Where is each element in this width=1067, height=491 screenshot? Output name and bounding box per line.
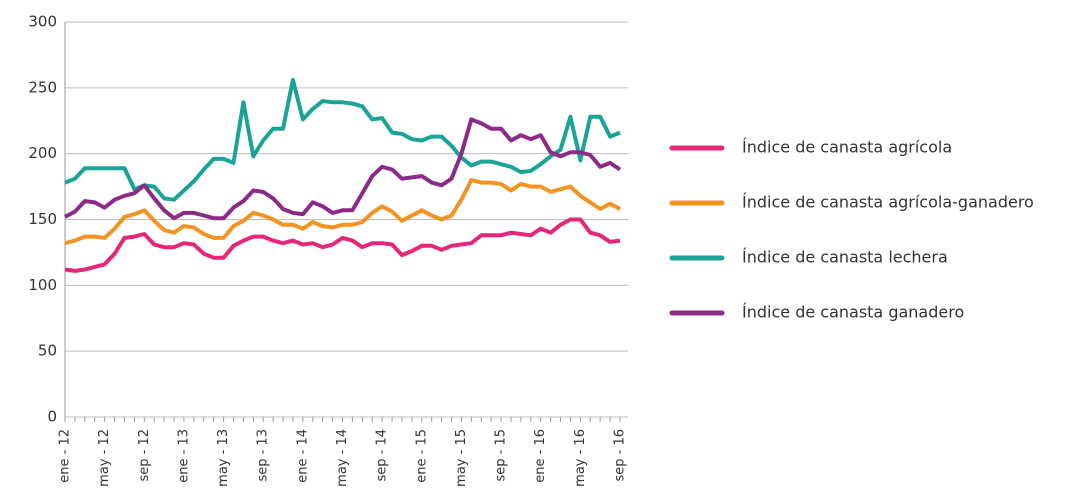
y-tick-label: 150 bbox=[28, 210, 57, 228]
x-tick-label: may - 12 bbox=[97, 429, 112, 487]
y-tick-label: 250 bbox=[28, 78, 57, 96]
series-line bbox=[64, 77, 621, 202]
series-line bbox=[64, 178, 621, 246]
series-line bbox=[64, 217, 621, 273]
x-tick-label: sep - 13 bbox=[256, 429, 271, 482]
x-tick-label: sep - 16 bbox=[613, 429, 628, 482]
x-tick-label: sep - 12 bbox=[137, 429, 152, 482]
legend-label: Índice de canasta ganadero bbox=[742, 303, 964, 322]
x-tick-label: sep - 15 bbox=[494, 429, 509, 482]
x-tick-label: may - 14 bbox=[335, 429, 350, 487]
y-tick-label: 50 bbox=[38, 342, 57, 360]
x-tick-label: ene - 15 bbox=[414, 429, 429, 483]
legend-label: Índice de canasta lechera bbox=[742, 248, 948, 267]
legend-label: Índice de canasta agrícola bbox=[742, 138, 952, 157]
y-tick-label: 100 bbox=[28, 276, 57, 294]
series-line bbox=[64, 117, 622, 221]
y-tick-label: 200 bbox=[28, 144, 57, 162]
x-tick-label: sep - 14 bbox=[375, 429, 390, 482]
x-tick-label: ene - 16 bbox=[533, 429, 548, 483]
x-tick-label: may - 16 bbox=[573, 429, 588, 487]
x-tick-label: may - 13 bbox=[216, 429, 231, 487]
y-tick-label: 0 bbox=[47, 408, 57, 426]
x-tick-label: may - 15 bbox=[454, 429, 469, 487]
x-tick-label: ene - 12 bbox=[58, 429, 73, 483]
x-tick-label: ene - 13 bbox=[176, 429, 191, 483]
legend-label: Índice de canasta agrícola-ganadero bbox=[742, 193, 1034, 212]
y-tick-label: 300 bbox=[28, 13, 57, 31]
x-tick-label: ene - 14 bbox=[295, 429, 310, 483]
